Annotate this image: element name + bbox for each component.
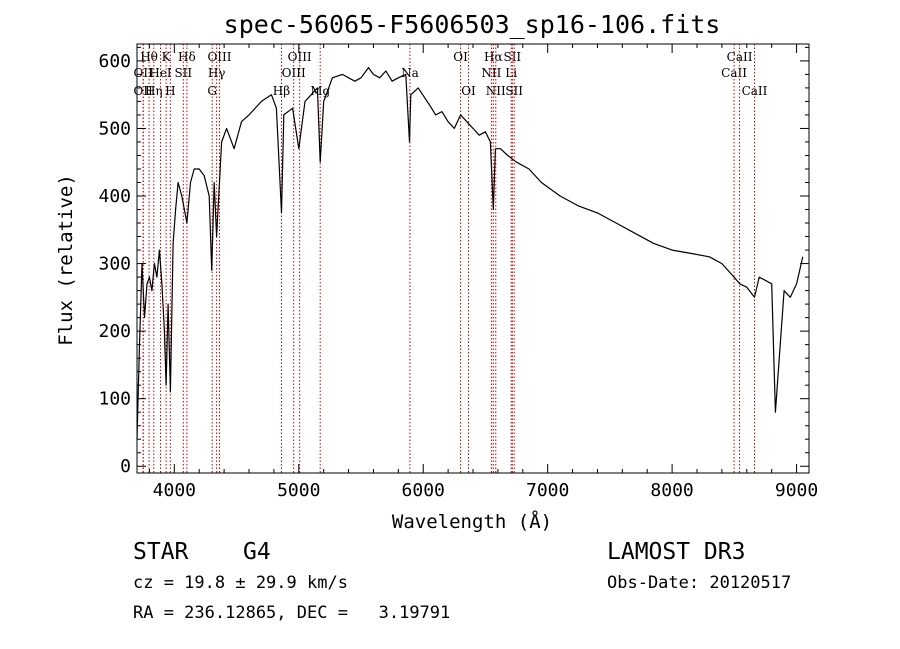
line-marker-label: SII <box>505 84 523 98</box>
line-marker-label: CaII <box>727 50 753 64</box>
y-tick-label: 100 <box>98 389 131 410</box>
x-axis: 4000 5000 6000 7000 8000 9000 <box>148 44 818 501</box>
line-marker-label: OI <box>453 50 468 64</box>
y-tick-label: 500 <box>98 118 131 139</box>
line-marker-label: SII <box>503 50 521 64</box>
line-markers: OIIOIIHθHηHeIKHSIIHδGHγOIIIHβOIIIOIIIMgN… <box>134 44 768 473</box>
line-marker-label: Na <box>401 66 419 80</box>
line-marker-label: G <box>207 84 217 98</box>
line-marker-label: OIII <box>288 50 312 64</box>
y-tick-label: 0 <box>120 456 131 477</box>
x-tick-label: 7000 <box>526 480 569 501</box>
object-subclass: G4 <box>243 539 271 565</box>
x-tick-label: 8000 <box>650 480 693 501</box>
line-marker-label: NII <box>486 84 506 98</box>
x-tick-label: 4000 <box>153 480 196 501</box>
x-axis-label: Wavelength (Å) <box>392 510 552 533</box>
redshift-cz: cz = 19.8 ± 29.9 km/s <box>133 573 348 593</box>
y-tick-label: 600 <box>98 51 131 72</box>
line-marker-label: Hγ <box>208 66 226 80</box>
survey-name: LAMOST DR3 <box>607 539 746 565</box>
line-marker-label: CaII <box>721 66 747 80</box>
ra-dec-coords: RA = 236.12865, DEC = 3.19791 <box>133 603 451 623</box>
chart-title: spec-56065-F5606503_sp16-106.fits <box>224 10 721 39</box>
line-marker-label: Hθ <box>140 50 158 64</box>
line-marker-label: OIII <box>282 66 306 80</box>
obs-date: Obs-Date: 20120517 <box>607 573 792 593</box>
line-marker-label: SII <box>174 66 192 80</box>
line-marker-label: Li <box>505 66 517 80</box>
line-marker-label: OIII <box>207 50 231 64</box>
line-marker-label: CaII <box>742 84 768 98</box>
plot-frame <box>136 43 810 474</box>
object-class: STAR <box>133 539 189 565</box>
x-tick-label: 6000 <box>402 480 445 501</box>
line-marker-label: OII <box>134 66 154 80</box>
x-tick-label: 9000 <box>775 480 818 501</box>
line-marker-label: OI <box>461 84 476 98</box>
line-marker-label: Hη <box>145 84 163 98</box>
line-marker-label: NII <box>481 66 501 80</box>
spectrum-line <box>136 67 804 440</box>
line-marker-label: Hδ <box>178 50 196 64</box>
y-tick-label: 400 <box>98 186 131 207</box>
y-axis-label: Flux (relative) <box>55 174 77 346</box>
line-marker-label: Mg <box>310 84 330 98</box>
x-tick-label: 5000 <box>277 480 320 501</box>
y-tick-label: 300 <box>98 254 131 275</box>
line-marker-label: H <box>165 84 175 98</box>
line-marker-label: Hβ <box>273 84 290 98</box>
line-marker-label: K <box>162 50 172 64</box>
y-tick-label: 200 <box>98 321 131 342</box>
y-axis: 0 100 200 300 400 500 600 <box>98 46 809 477</box>
line-marker-label: Hα <box>484 50 503 64</box>
line-marker-label: HeI <box>149 66 172 80</box>
